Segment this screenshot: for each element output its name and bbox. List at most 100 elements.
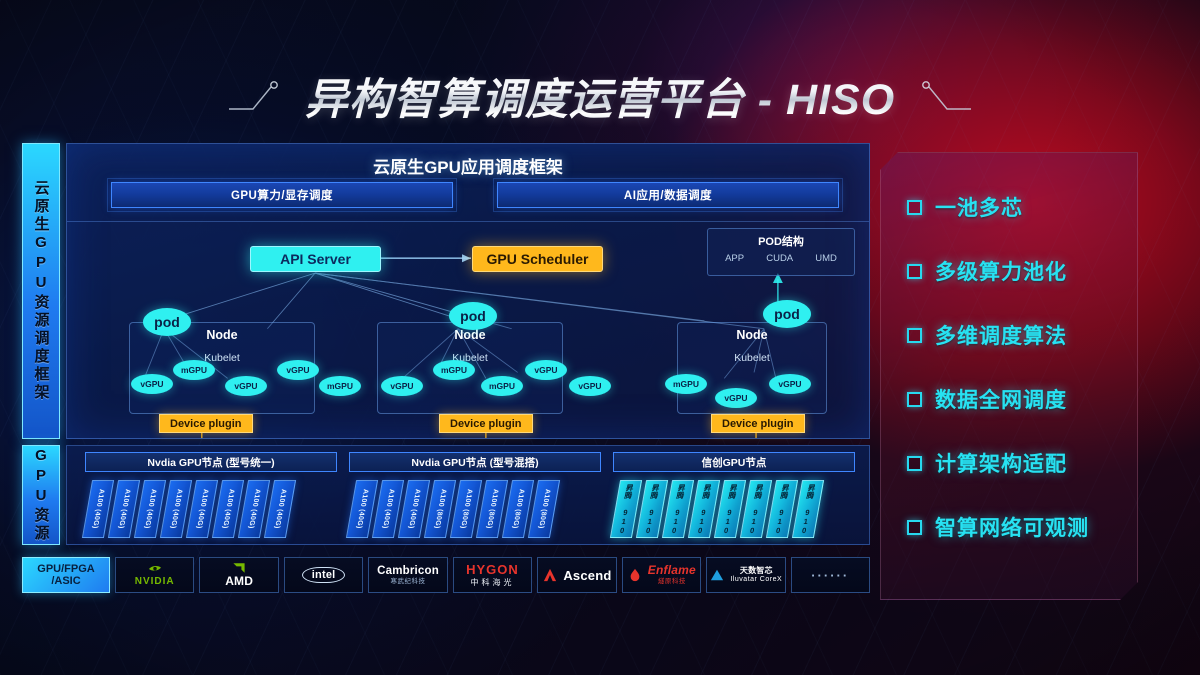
vgpu-ellipse[interactable]: vGPU bbox=[569, 376, 611, 396]
feature-item-1[interactable]: 多级算力池化 bbox=[907, 239, 1137, 303]
kubelet-label: Kubelet bbox=[204, 352, 240, 364]
vgpu-ellipse[interactable]: vGPU bbox=[525, 360, 567, 380]
vgpu-ellipse[interactable]: vGPU bbox=[769, 374, 811, 394]
gpu-card-list: A100 (40G) A100 (40G) A100 (40G) A100 (4… bbox=[81, 480, 339, 538]
api-server-label: API Server bbox=[280, 251, 351, 267]
vendor-logo-more[interactable]: ······ bbox=[790, 557, 870, 593]
checkbox-icon[interactable] bbox=[907, 264, 922, 279]
gpu-label: mGPU bbox=[489, 381, 515, 391]
gpu-card[interactable]: A100 (40G) bbox=[263, 480, 297, 538]
checkbox-icon[interactable] bbox=[907, 456, 922, 471]
feature-item-2[interactable]: 多维调度算法 bbox=[907, 303, 1137, 367]
feature-item-5[interactable]: 智算网络可观测 bbox=[907, 495, 1137, 559]
gpu-label: vGPU bbox=[390, 381, 414, 391]
gpu-card-list: A100 (40G) A100 (40G) A100 (40G) A100 (8… bbox=[345, 480, 603, 538]
feature-label: 智算网络可观测 bbox=[935, 517, 1089, 540]
gpu-node-title-text: Nvdia GPU节点 (型号混搭) bbox=[411, 456, 539, 469]
pod-label: pod bbox=[154, 314, 180, 330]
mgpu-ellipse[interactable]: mGPU bbox=[319, 376, 361, 396]
vendor-name: Enflame bbox=[647, 563, 696, 578]
vendor-logo-enflame[interactable]: Enflame 燧原科技 bbox=[621, 557, 702, 593]
gpu-label: vGPU bbox=[534, 365, 558, 375]
sidebar-label-resources-text: GPU资源 bbox=[32, 447, 50, 543]
pod-label: pod bbox=[460, 308, 486, 324]
vendor-logo-intel[interactable]: intel bbox=[283, 557, 364, 593]
feature-item-4[interactable]: 计算架构适配 bbox=[907, 431, 1137, 495]
vendor-logo-hygon[interactable]: HYGON 中科海光 bbox=[452, 557, 533, 593]
feature-label: 一池多芯 bbox=[935, 197, 1023, 220]
device-plugin-button[interactable]: Device plugin bbox=[159, 414, 253, 433]
device-plugin-button[interactable]: Device plugin bbox=[711, 414, 805, 433]
device-plugin-label: Device plugin bbox=[170, 417, 242, 430]
vendor-subname: 寒武纪科技 bbox=[390, 577, 426, 585]
mgpu-ellipse[interactable]: mGPU bbox=[173, 360, 215, 380]
feature-list-panel: 一池多芯 多级算力池化 多维调度算法 数据全网调度 计算架构适配 智算网络可观测 bbox=[880, 152, 1138, 600]
gpu-card[interactable]: A100 (80G) bbox=[527, 480, 561, 538]
node-group-2: Node Kubelet pod vGPU mGPU mGPU vGPU vGP… bbox=[377, 302, 611, 433]
vendor-name: AMD bbox=[225, 574, 254, 589]
vgpu-ellipse[interactable]: vGPU bbox=[381, 376, 423, 396]
vgpu-ellipse[interactable]: vGPU bbox=[715, 388, 757, 408]
pod-ellipse[interactable]: pod bbox=[763, 300, 811, 328]
vendor-tag-line1: GPU/FPGA bbox=[37, 562, 95, 575]
pod-ellipse[interactable]: pod bbox=[143, 308, 191, 336]
feature-label: 计算架构适配 bbox=[935, 453, 1067, 476]
device-plugin-button[interactable]: Device plugin bbox=[439, 414, 533, 433]
mgpu-ellipse[interactable]: mGPU bbox=[433, 360, 475, 380]
feature-label: 数据全网调度 bbox=[935, 389, 1067, 412]
vgpu-ellipse[interactable]: vGPU bbox=[225, 376, 267, 396]
node-label: Node bbox=[454, 328, 486, 342]
api-server-box[interactable]: API Server bbox=[250, 246, 381, 272]
device-plugin-label: Device plugin bbox=[450, 417, 522, 430]
checkbox-icon[interactable] bbox=[907, 520, 922, 535]
pod-structure-title: POD结构 bbox=[758, 236, 804, 248]
capability-bar-compute-label: GPU算力/显存调度 bbox=[230, 190, 334, 202]
vgpu-ellipse[interactable]: vGPU bbox=[131, 374, 173, 394]
gpu-resource-group-1: Nvdia GPU节点 (型号统一) A100 (40G) A100 (40G)… bbox=[81, 452, 339, 540]
capability-bar-compute[interactable]: GPU算力/显存调度 bbox=[107, 178, 457, 212]
vendor-name: ······ bbox=[811, 567, 850, 583]
feature-item-0[interactable]: 一池多芯 bbox=[907, 175, 1137, 239]
gpu-node-title: Nvdia GPU节点 (型号混搭) bbox=[349, 452, 601, 472]
checkbox-icon[interactable] bbox=[907, 200, 922, 215]
page-title: 异构智算调度运营平台 - HISO bbox=[305, 65, 895, 127]
feature-item-3[interactable]: 数据全网调度 bbox=[907, 367, 1137, 431]
vendor-logo-iluvatar[interactable]: 天数智芯 Iluvatar CoreX bbox=[706, 557, 786, 593]
vendor-subname: Iluvatar CoreX bbox=[730, 575, 783, 583]
mgpu-ellipse[interactable]: mGPU bbox=[481, 376, 523, 396]
node-label: Node bbox=[206, 328, 238, 342]
vendor-name: HYGON bbox=[466, 561, 519, 577]
framework-panel-title: 云原生GPU应用调度框架 bbox=[373, 158, 563, 177]
capability-bar-ai[interactable]: AI应用/数据调度 bbox=[493, 178, 843, 212]
gpu-node-title-text: 信创GPU节点 bbox=[701, 456, 767, 469]
vendor-logo-cambricon[interactable]: Cambricon 寒武纪科技 bbox=[368, 557, 448, 593]
gpu-scheduler-box[interactable]: GPU Scheduler bbox=[472, 246, 603, 272]
gpu-node-title-text: Nvdia GPU节点 (型号统一) bbox=[147, 456, 275, 469]
pod-ellipse[interactable]: pod bbox=[449, 302, 497, 330]
kubelet-label: Kubelet bbox=[734, 352, 770, 364]
vgpu-ellipse[interactable]: vGPU bbox=[277, 360, 319, 380]
node-group-3: Node Kubelet pod mGPU vGPU vGPU Device p… bbox=[665, 300, 827, 433]
title-bar: 异构智算调度运营平台 - HISO bbox=[0, 66, 1200, 126]
gpu-card[interactable]: 昇腾 910 bbox=[791, 480, 825, 538]
vendor-logo-row: GPU/FPGA /ASIC NVIDIA AMD intel Cambrico… bbox=[22, 557, 870, 593]
gpu-label: mGPU bbox=[181, 365, 207, 375]
vendor-name: Cambricon bbox=[377, 564, 439, 577]
vendor-name: NVIDIA bbox=[134, 576, 175, 588]
checkbox-icon[interactable] bbox=[907, 392, 922, 407]
vendor-tag-line2: /ASIC bbox=[51, 575, 81, 587]
feature-label: 多维调度算法 bbox=[935, 325, 1067, 348]
vendor-logo-nvidia[interactable]: NVIDIA bbox=[115, 557, 195, 593]
vendor-logo-ascend[interactable]: Ascend bbox=[537, 557, 617, 593]
gpu-label: mGPU bbox=[673, 379, 699, 389]
checkbox-icon[interactable] bbox=[907, 328, 922, 343]
vendor-logo-amd[interactable]: AMD bbox=[199, 557, 279, 593]
nvidia-eye-icon bbox=[148, 566, 161, 571]
gpu-node-title: 信创GPU节点 bbox=[613, 452, 855, 472]
pod-structure-items: APP CUDA UMD bbox=[708, 253, 854, 264]
amd-arrow-icon bbox=[233, 563, 245, 573]
architecture-diagram: 云原生GPU资源调度框架 GPU资源 云原生GPU应用调度框架 GPU算力/显存… bbox=[22, 143, 870, 603]
mgpu-ellipse[interactable]: mGPU bbox=[665, 374, 707, 394]
framework-panel-header: 云原生GPU应用调度框架 GPU算力/显存调度 AI应用/数据调度 bbox=[67, 144, 869, 222]
gpu-label: vGPU bbox=[286, 365, 310, 375]
